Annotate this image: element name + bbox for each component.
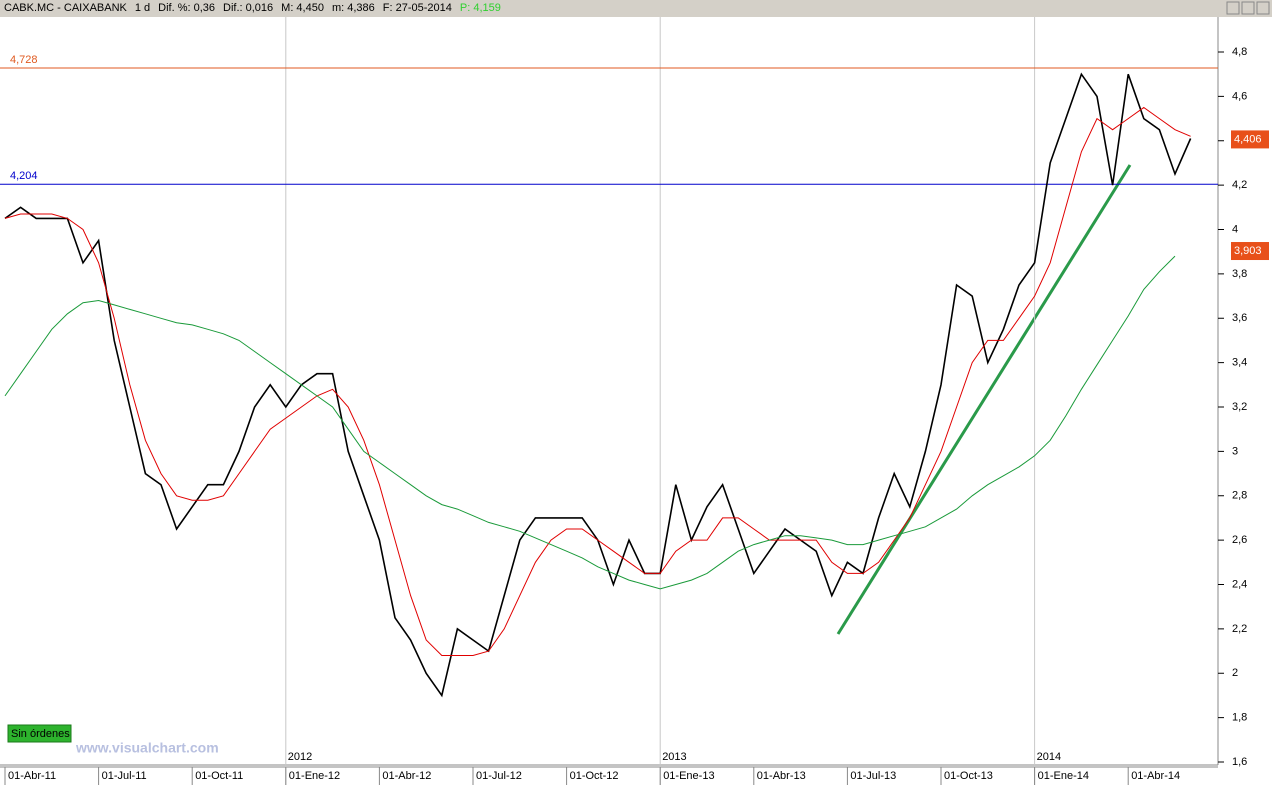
x-tick-label: 01-Jul-12 bbox=[476, 770, 522, 782]
y-tick-label: 3,8 bbox=[1232, 268, 1247, 280]
header-text: M: 4,450 bbox=[281, 2, 324, 14]
x-tick-label: 01-Abr-11 bbox=[8, 770, 56, 782]
header-bar bbox=[0, 0, 1272, 17]
year-label: 2012 bbox=[288, 751, 312, 763]
header-text: m: 4,386 bbox=[332, 2, 375, 14]
status-text: Sin órdenes bbox=[11, 728, 70, 740]
header-text: F: 27-05-2014 bbox=[383, 2, 452, 14]
window-button[interactable] bbox=[1256, 1, 1270, 15]
window-button[interactable] bbox=[1241, 1, 1255, 15]
x-tick-label: 01-Oct-13 bbox=[944, 770, 993, 782]
y-tick-label: 3,4 bbox=[1232, 357, 1247, 369]
y-tick-label: 1,8 bbox=[1232, 712, 1247, 724]
header-price: P: 4,159 bbox=[460, 2, 501, 14]
header-text: Dif. %: 0,36 bbox=[158, 2, 215, 14]
x-tick-label: 01-Ene-14 bbox=[1038, 770, 1089, 782]
y-tick-label: 4,8 bbox=[1232, 46, 1247, 58]
y-tick-label: 3 bbox=[1232, 445, 1238, 457]
price-tag-label: 3,903 bbox=[1234, 245, 1262, 257]
header-text: Dif.: 0,016 bbox=[223, 2, 273, 14]
window-button[interactable] bbox=[1226, 1, 1240, 15]
x-tick-label: 01-Abr-14 bbox=[1131, 770, 1180, 782]
y-tick-label: 4,6 bbox=[1232, 90, 1247, 102]
price-line bbox=[4, 106, 1191, 656]
y-tick-label: 2,4 bbox=[1232, 578, 1247, 590]
watermark: www.visualchart.com bbox=[75, 740, 219, 756]
y-tick-label: 2 bbox=[1232, 667, 1238, 679]
price-tag bbox=[1231, 130, 1269, 149]
y-tick-label: 4,2 bbox=[1232, 179, 1247, 191]
y-tick-label: 4 bbox=[1232, 223, 1238, 235]
year-label: 2014 bbox=[1037, 751, 1061, 763]
x-tick-label: 01-Jul-11 bbox=[102, 770, 147, 782]
y-tick-label: 3,6 bbox=[1232, 312, 1247, 324]
price-line bbox=[4, 72, 1192, 698]
y-tick-label: 3,2 bbox=[1232, 401, 1247, 413]
price-tag-label: 4,406 bbox=[1234, 133, 1262, 145]
x-tick-label: 01-Jul-13 bbox=[850, 770, 896, 782]
y-tick-label: 1,6 bbox=[1232, 756, 1247, 768]
y-tick-label: 2,2 bbox=[1232, 623, 1247, 635]
x-tick-label: 01-Abr-12 bbox=[382, 770, 431, 782]
x-tick-label: 01-Abr-13 bbox=[757, 770, 806, 782]
x-tick-label: 01-Oct-11 bbox=[195, 770, 243, 782]
price-tag bbox=[1231, 242, 1269, 261]
x-tick-label: 01-Ene-13 bbox=[663, 770, 714, 782]
trend-line bbox=[836, 164, 1132, 635]
x-tick-label: 01-Ene-12 bbox=[289, 770, 340, 782]
price-line bbox=[4, 255, 1176, 590]
x-tick-label: 01-Oct-12 bbox=[570, 770, 619, 782]
header-text: CABK.MC - CAIXABANK bbox=[4, 2, 128, 14]
y-tick-label: 2,6 bbox=[1232, 534, 1247, 546]
year-label: 2013 bbox=[662, 751, 686, 763]
level-label: 4,728 bbox=[10, 54, 38, 66]
status-box bbox=[7, 724, 72, 743]
y-tick-label: 2,8 bbox=[1232, 490, 1247, 502]
level-label: 4,204 bbox=[10, 170, 38, 182]
header-text: 1 d bbox=[135, 2, 150, 14]
